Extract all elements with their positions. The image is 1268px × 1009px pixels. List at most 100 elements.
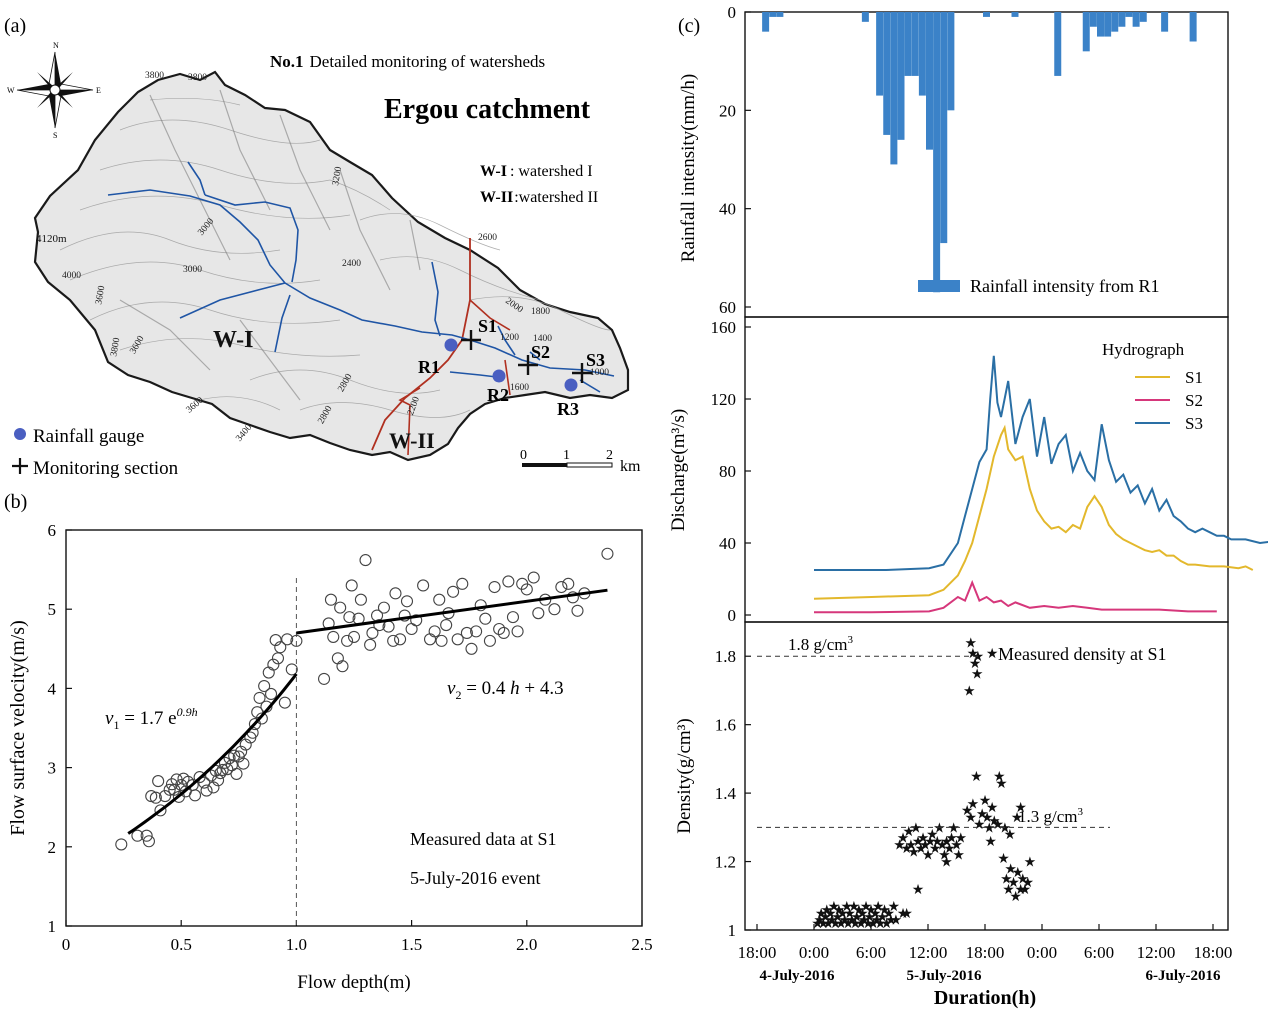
rain-bar <box>769 12 777 17</box>
data-point <box>331 652 344 665</box>
density-point: ★ <box>1019 883 1032 898</box>
data-point <box>447 585 460 598</box>
density-point: ★ <box>821 903 834 918</box>
section-marker-s1 <box>461 330 481 350</box>
section-marker-s2 <box>518 355 538 375</box>
density-point: ★ <box>813 914 826 929</box>
y-axis-label-b: Flow surface velocity(m/s) <box>7 620 29 836</box>
y-tick-label-discharge: 160 <box>711 318 737 337</box>
density-point: ★ <box>1002 883 1015 898</box>
density-point: ★ <box>917 832 930 847</box>
legend-gauge-text: Rainfall gauge <box>33 426 144 447</box>
equation-1: v1 = 1.7 e0.9h <box>105 705 198 732</box>
data-point <box>251 706 264 719</box>
data-point <box>334 601 347 614</box>
gauge-label-r3: R3 <box>557 399 579 419</box>
data-point <box>394 633 407 646</box>
contour-label: 3000 <box>183 265 202 275</box>
panel-label-c: (c) <box>678 15 700 37</box>
data-point <box>269 634 282 647</box>
density-point: ★ <box>843 907 856 922</box>
contour-label: 3200 <box>331 166 344 187</box>
data-point <box>566 591 579 604</box>
y-tick-label-density: 1.6 <box>715 716 736 735</box>
panel-a-map: (a) <box>4 15 641 479</box>
x-tick-label-time: 12:00 <box>1137 943 1176 962</box>
legend-s3-text: S3 <box>1185 414 1203 433</box>
density-point: ★ <box>964 637 977 652</box>
density-point: ★ <box>1014 801 1027 816</box>
legend-s2-text: S2 <box>1185 391 1203 410</box>
contour-label: 1400 <box>533 334 552 344</box>
data-point <box>218 756 232 769</box>
x-tick-label-time: 0:00 <box>799 943 829 962</box>
data-point <box>207 781 220 794</box>
data-point <box>460 626 473 640</box>
legend-density-text: Measured density at S1 <box>998 644 1166 664</box>
density-point: ★ <box>1011 866 1024 881</box>
y-tick-label-b: 6 <box>48 521 57 540</box>
density-point: ★ <box>883 907 896 922</box>
date-label-2: 5-July-2016 <box>907 968 983 984</box>
density-point: ★ <box>1016 873 1029 888</box>
ref-label-1-8: 1.8 g/cm3 <box>788 634 854 654</box>
legend-section-marker <box>12 458 28 474</box>
x-tick-label-time: 6:00 <box>1084 943 1114 962</box>
rain-bar <box>1104 12 1112 37</box>
contour-label: 3800 <box>145 71 164 81</box>
rain-bar <box>1089 12 1097 27</box>
data-point <box>433 593 446 606</box>
data-point <box>571 604 584 617</box>
density-point: ★ <box>874 917 887 932</box>
rain-bar <box>933 12 941 293</box>
density-point: ★ <box>855 917 868 932</box>
legend-w2: W-II:watershed II <box>480 189 598 206</box>
density-point: ★ <box>947 821 960 836</box>
map-title-text: Detailed monitoring of watersheds <box>310 52 546 71</box>
data-point <box>417 579 430 592</box>
catchment-name: Ergou catchment <box>384 94 591 125</box>
panel-label-a: (a) <box>4 15 26 37</box>
date-label-1: 4-July-2016 <box>760 968 836 984</box>
section-label-s3: S3 <box>586 350 605 370</box>
density-point: ★ <box>967 647 980 662</box>
density-point: ★ <box>831 910 844 925</box>
rain-bar <box>1054 12 1062 76</box>
compass-s: S <box>53 131 57 140</box>
data-point <box>214 767 227 780</box>
density-point: ★ <box>952 849 965 864</box>
density-point: ★ <box>826 914 839 929</box>
data-point <box>405 622 418 636</box>
data-point <box>483 634 496 647</box>
data-point <box>281 633 294 646</box>
data-point <box>359 554 372 567</box>
data-point <box>239 738 252 751</box>
contour-label: 4000 <box>62 271 81 281</box>
data-point <box>200 784 213 797</box>
density-point: ★ <box>1011 811 1024 826</box>
x-tick-label-time: 12:00 <box>909 943 948 962</box>
density-point: ★ <box>933 821 946 836</box>
annotation-measured: Measured data at S1 <box>410 829 556 849</box>
density-point: ★ <box>897 832 910 847</box>
compass-n: N <box>53 41 59 50</box>
data-point <box>440 618 453 632</box>
rain-bar <box>1111 12 1119 32</box>
density-point: ★ <box>912 883 925 898</box>
hydrograph-line-s2 <box>814 579 1217 614</box>
plot-frame-rain <box>744 11 1229 318</box>
legend-w1: W-I: watershed I <box>480 163 593 180</box>
data-point <box>398 609 411 622</box>
rain-bar <box>1125 12 1133 17</box>
hydrograph-line-s1 <box>813 424 1254 600</box>
density-point: ★ <box>907 845 920 860</box>
data-point <box>290 634 303 647</box>
density-point: ★ <box>997 852 1010 867</box>
rain-gauges: R1 R2 R3 <box>418 338 579 419</box>
density-point: ★ <box>885 914 898 929</box>
legend-gauge-marker <box>14 428 26 440</box>
density-point: ★ <box>922 849 935 864</box>
scale-bar: 0 1 2 km <box>520 448 641 475</box>
data-point <box>262 666 275 679</box>
density-point: ★ <box>856 907 869 922</box>
